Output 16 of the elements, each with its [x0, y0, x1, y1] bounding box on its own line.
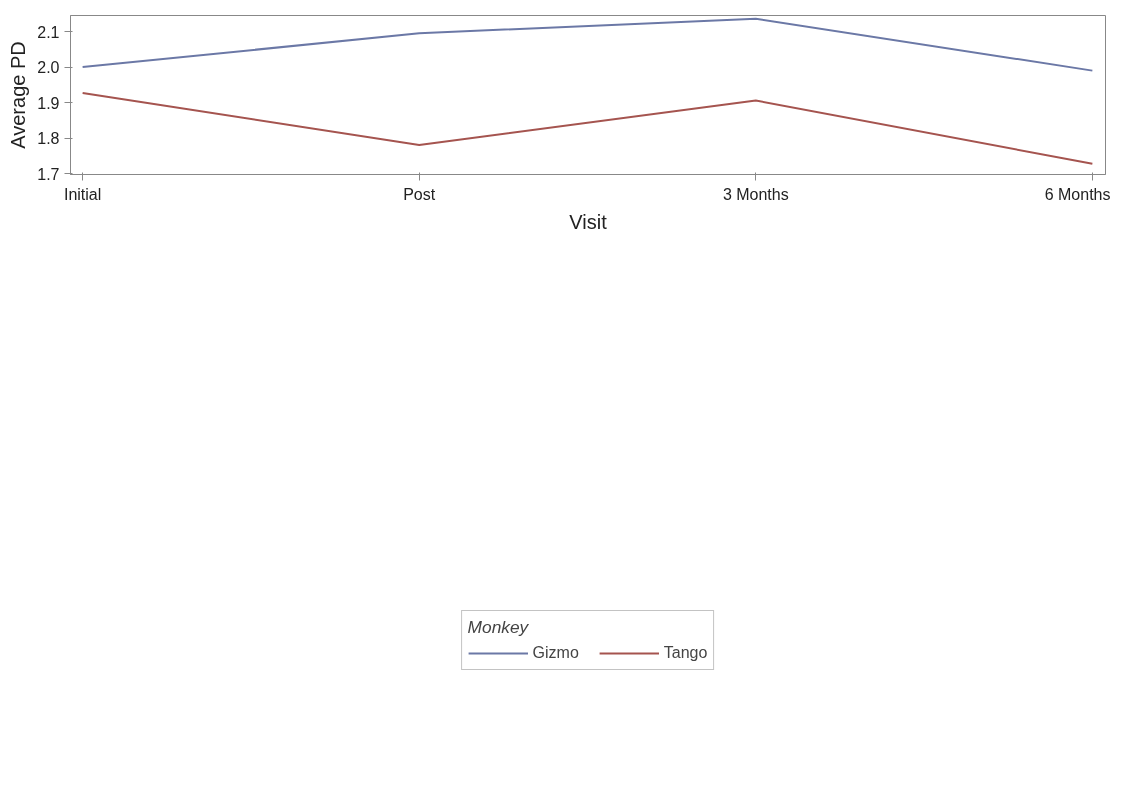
y-axis-title: Average PD [7, 41, 30, 149]
y-tick-label: 1.9 [37, 94, 60, 112]
y-tick-label: 2.0 [37, 59, 60, 77]
y-tick-label: 2.1 [37, 23, 60, 41]
x-tick-label: Post [403, 185, 436, 203]
x-tick-label: 6 Months [1044, 185, 1111, 203]
y-tick-label: 1.7 [37, 165, 60, 183]
line-series [81, 92, 1094, 165]
legend-label: Tango [663, 644, 708, 662]
legend-label: Gizmo [532, 644, 579, 662]
y-tick-label: 1.8 [37, 130, 60, 148]
x-tick-label: Initial [63, 185, 102, 203]
x-tick-label: 3 Months [722, 185, 789, 203]
x-axis-title: Visit [569, 210, 608, 233]
line-series [81, 17, 1094, 72]
legend-title: Monkey [467, 617, 530, 638]
